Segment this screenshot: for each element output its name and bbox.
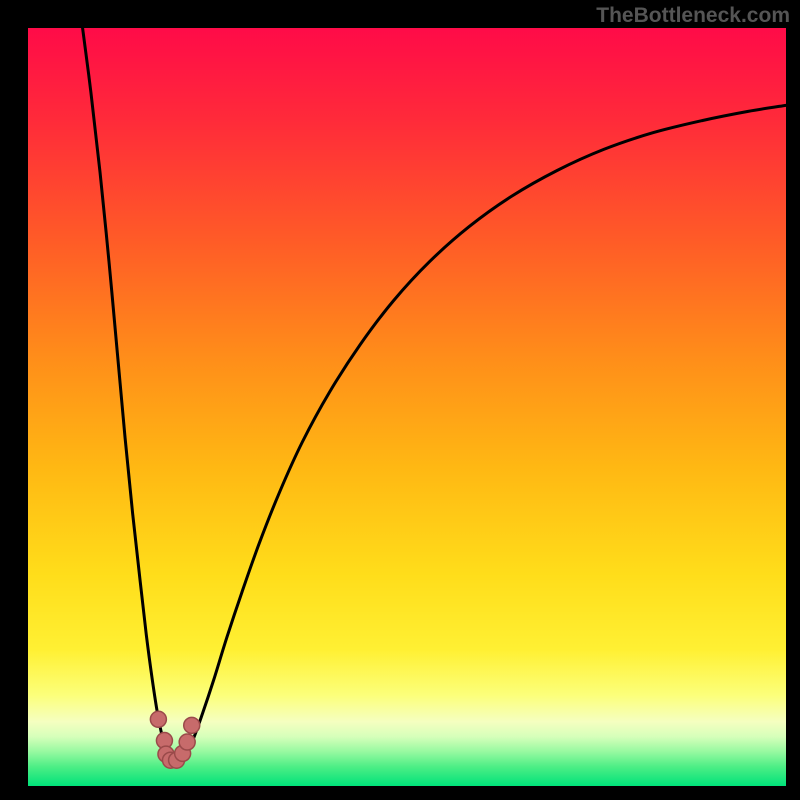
dip-markers <box>150 711 199 768</box>
dip-marker <box>184 717 200 733</box>
watermark-text: TheBottleneck.com <box>596 4 790 28</box>
chart-container: TheBottleneck.com <box>0 0 800 800</box>
plot-area <box>28 28 786 786</box>
dip-marker <box>150 711 166 727</box>
curve-layer <box>28 28 786 786</box>
performance-curve <box>83 28 786 761</box>
dip-marker <box>179 734 195 750</box>
